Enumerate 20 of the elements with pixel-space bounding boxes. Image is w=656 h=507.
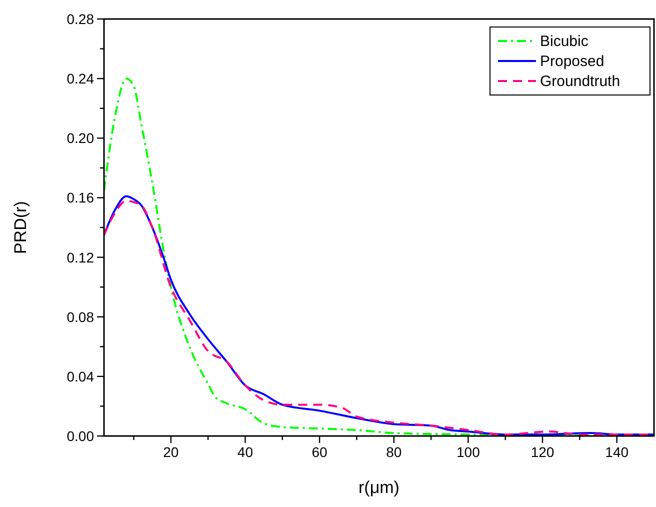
x-tick-label: 40 — [237, 444, 254, 460]
x-tick-label: 140 — [605, 444, 629, 460]
y-tick-label: 0.08 — [66, 308, 94, 325]
y-tick-label: 0.28 — [66, 11, 94, 27]
y-axis-title: PRD(r) — [11, 201, 30, 254]
x-tick-label: 120 — [530, 444, 554, 460]
legend-label: Groundtruth — [540, 73, 620, 90]
y-tick-label: 0.12 — [66, 249, 94, 266]
x-tick-label: 60 — [312, 444, 328, 460]
y-tick-label: 0.20 — [66, 130, 94, 146]
x-axis-title: r(μm) — [358, 478, 400, 497]
y-tick-label: 0.04 — [66, 368, 94, 384]
text: 0.00 — [66, 428, 94, 444]
x-tick-label: 20 — [163, 444, 179, 460]
y-tick-label: 0.24 — [66, 70, 94, 87]
legend-label: Bicubic — [540, 33, 589, 50]
x-tick-label: 100 — [456, 444, 480, 460]
y-tick-label: 0.16 — [66, 190, 94, 206]
legend-label: Proposed — [540, 53, 604, 70]
x-tick-label: 80 — [386, 444, 402, 460]
